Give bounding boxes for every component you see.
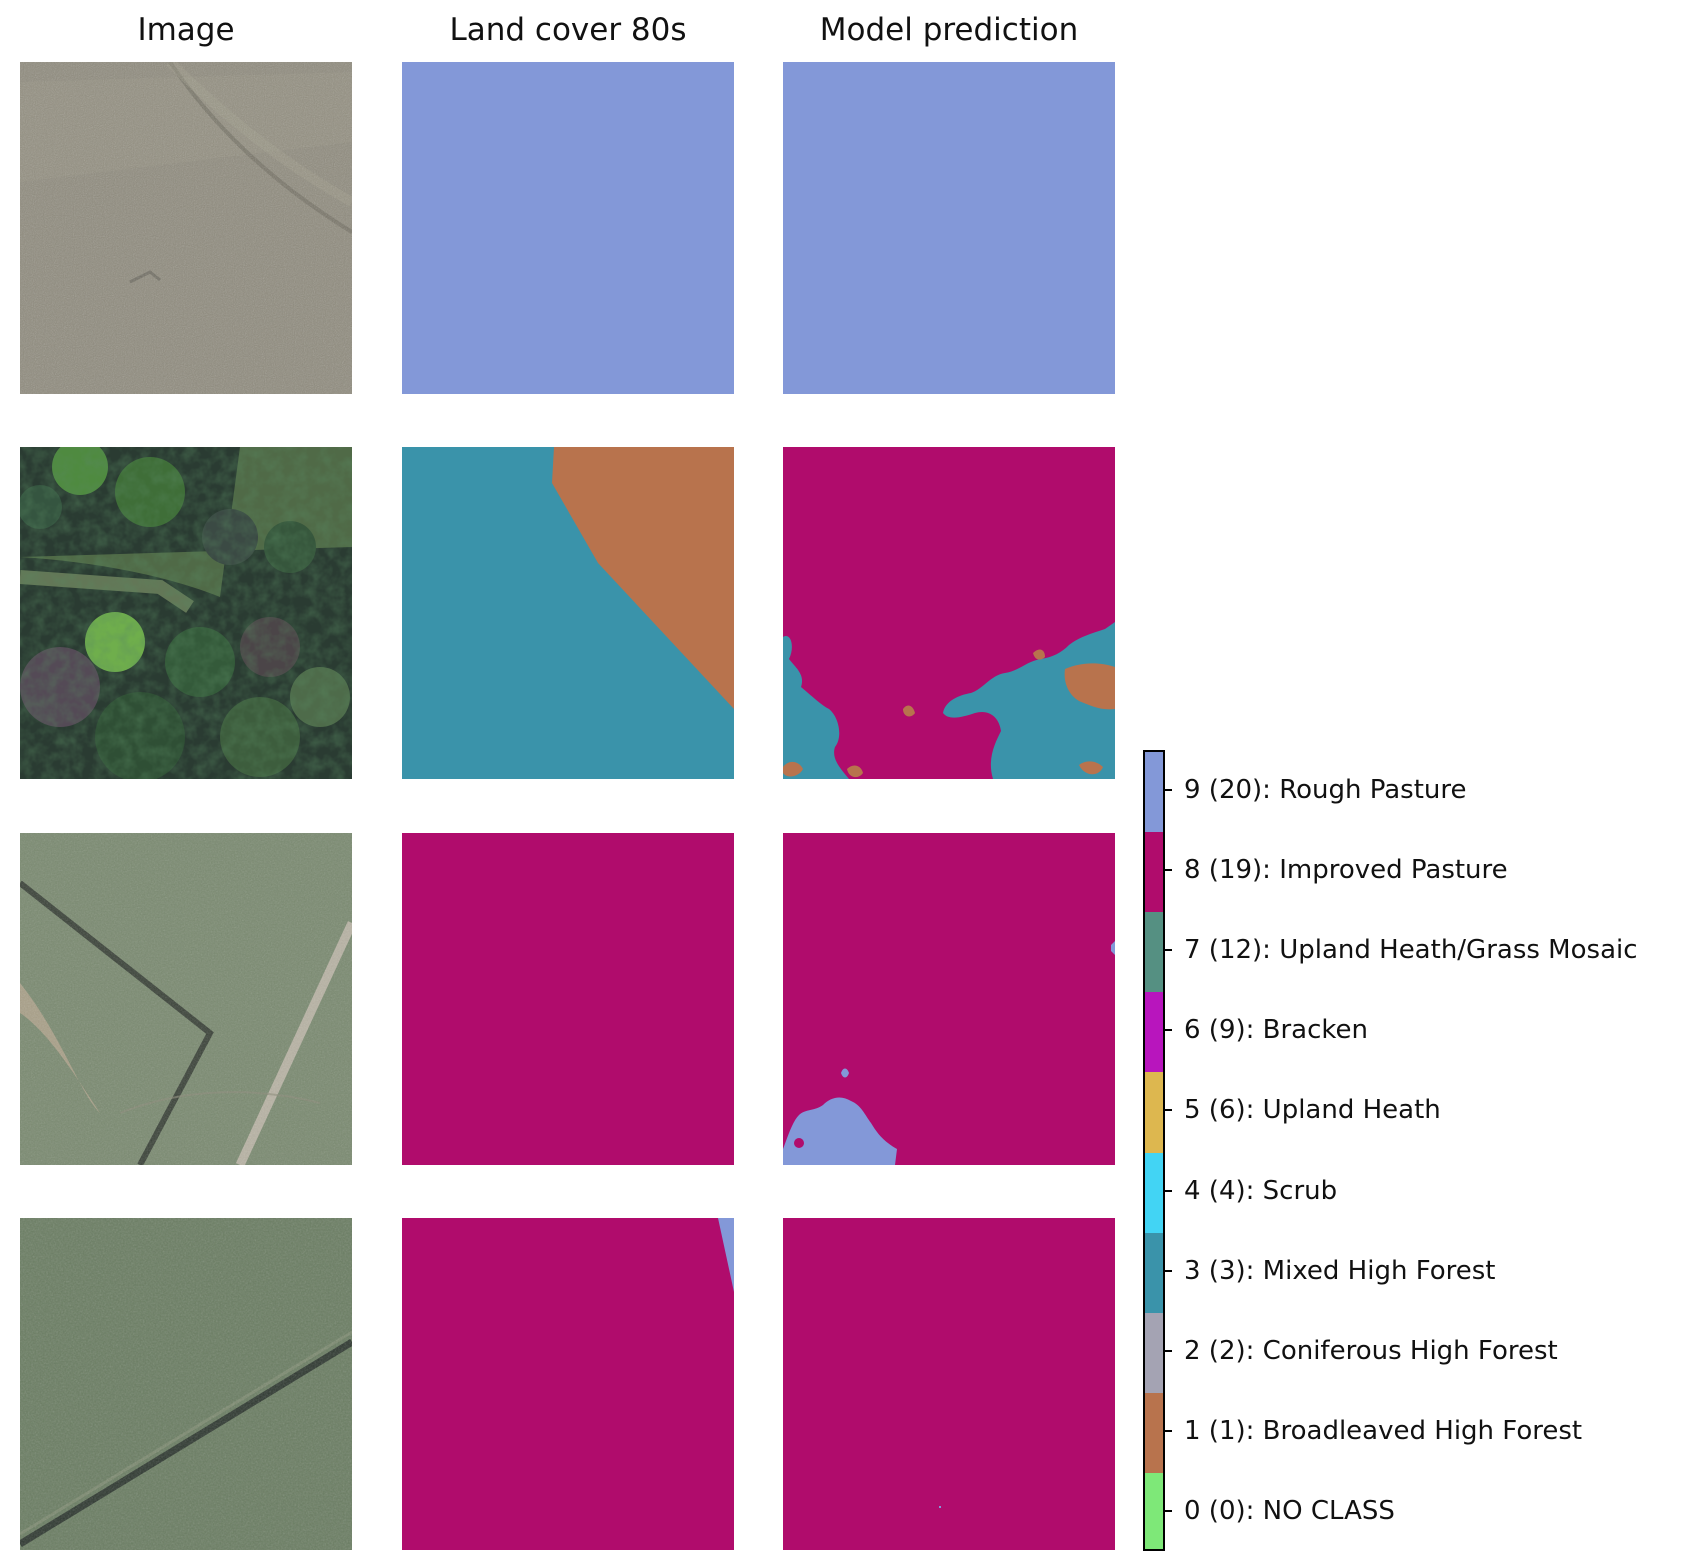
colorbar-swatch bbox=[1145, 1232, 1163, 1314]
aerial-image-2 bbox=[20, 447, 352, 779]
colorbar-label: 1 (1): Broadleaved High Forest bbox=[1184, 1415, 1583, 1446]
colorbar-tick bbox=[1165, 1349, 1172, 1352]
colorbar-swatch bbox=[1145, 1072, 1163, 1154]
colorbar-swatch bbox=[1145, 912, 1163, 994]
aerial-image-4 bbox=[20, 1218, 352, 1550]
colorbar-label: 5 (6): Upland Heath bbox=[1184, 1095, 1441, 1126]
colorbar-swatch bbox=[1145, 1392, 1163, 1474]
colorbar-tick bbox=[1165, 949, 1172, 952]
colorbar-label: 2 (2): Coniferous High Forest bbox=[1184, 1335, 1558, 1366]
colorbar-swatch bbox=[1145, 752, 1163, 834]
colorbar-tick bbox=[1165, 1109, 1172, 1112]
colorbar-swatch bbox=[1145, 1472, 1163, 1549]
column-title-prediction: Model prediction bbox=[819, 12, 1079, 48]
colorbar-tick bbox=[1165, 1429, 1172, 1432]
colorbar-swatch bbox=[1145, 1152, 1163, 1234]
aerial-image-3 bbox=[20, 833, 352, 1165]
column-title-image: Image bbox=[137, 12, 235, 48]
colorbar-swatch bbox=[1145, 1312, 1163, 1394]
colorbar-label: 3 (3): Mixed High Forest bbox=[1184, 1255, 1496, 1286]
colorbar-tick bbox=[1165, 1509, 1172, 1512]
colorbar-label: 9 (20): Rough Pasture bbox=[1184, 775, 1467, 806]
colorbar bbox=[1143, 750, 1165, 1551]
colorbar-swatch bbox=[1145, 832, 1163, 914]
land-cover-map-4 bbox=[402, 1218, 734, 1550]
prediction-map-3 bbox=[783, 833, 1115, 1165]
colorbar-tick bbox=[1165, 869, 1172, 872]
prediction-map-4 bbox=[783, 1218, 1115, 1550]
prediction-map-1 bbox=[783, 62, 1115, 394]
colorbar-tick bbox=[1165, 1269, 1172, 1272]
column-title-land-cover: Land cover 80s bbox=[449, 12, 687, 48]
colorbar-tick bbox=[1165, 789, 1172, 792]
colorbar-tick bbox=[1165, 1189, 1172, 1192]
colorbar-label: 8 (19): Improved Pasture bbox=[1184, 855, 1508, 886]
colorbar-swatch bbox=[1145, 992, 1163, 1074]
prediction-map-2 bbox=[783, 447, 1115, 779]
colorbar-label: 6 (9): Bracken bbox=[1184, 1015, 1369, 1046]
colorbar-label: 0 (0): NO CLASS bbox=[1184, 1495, 1395, 1526]
land-cover-map-1 bbox=[402, 62, 734, 394]
colorbar-label: 4 (4): Scrub bbox=[1184, 1175, 1338, 1206]
land-cover-map-2 bbox=[402, 447, 734, 779]
colorbar-label: 7 (12): Upland Heath/Grass Mosaic bbox=[1184, 935, 1638, 966]
colorbar-tick bbox=[1165, 1029, 1172, 1032]
land-cover-map-3 bbox=[402, 833, 734, 1165]
aerial-image-1 bbox=[20, 62, 352, 394]
